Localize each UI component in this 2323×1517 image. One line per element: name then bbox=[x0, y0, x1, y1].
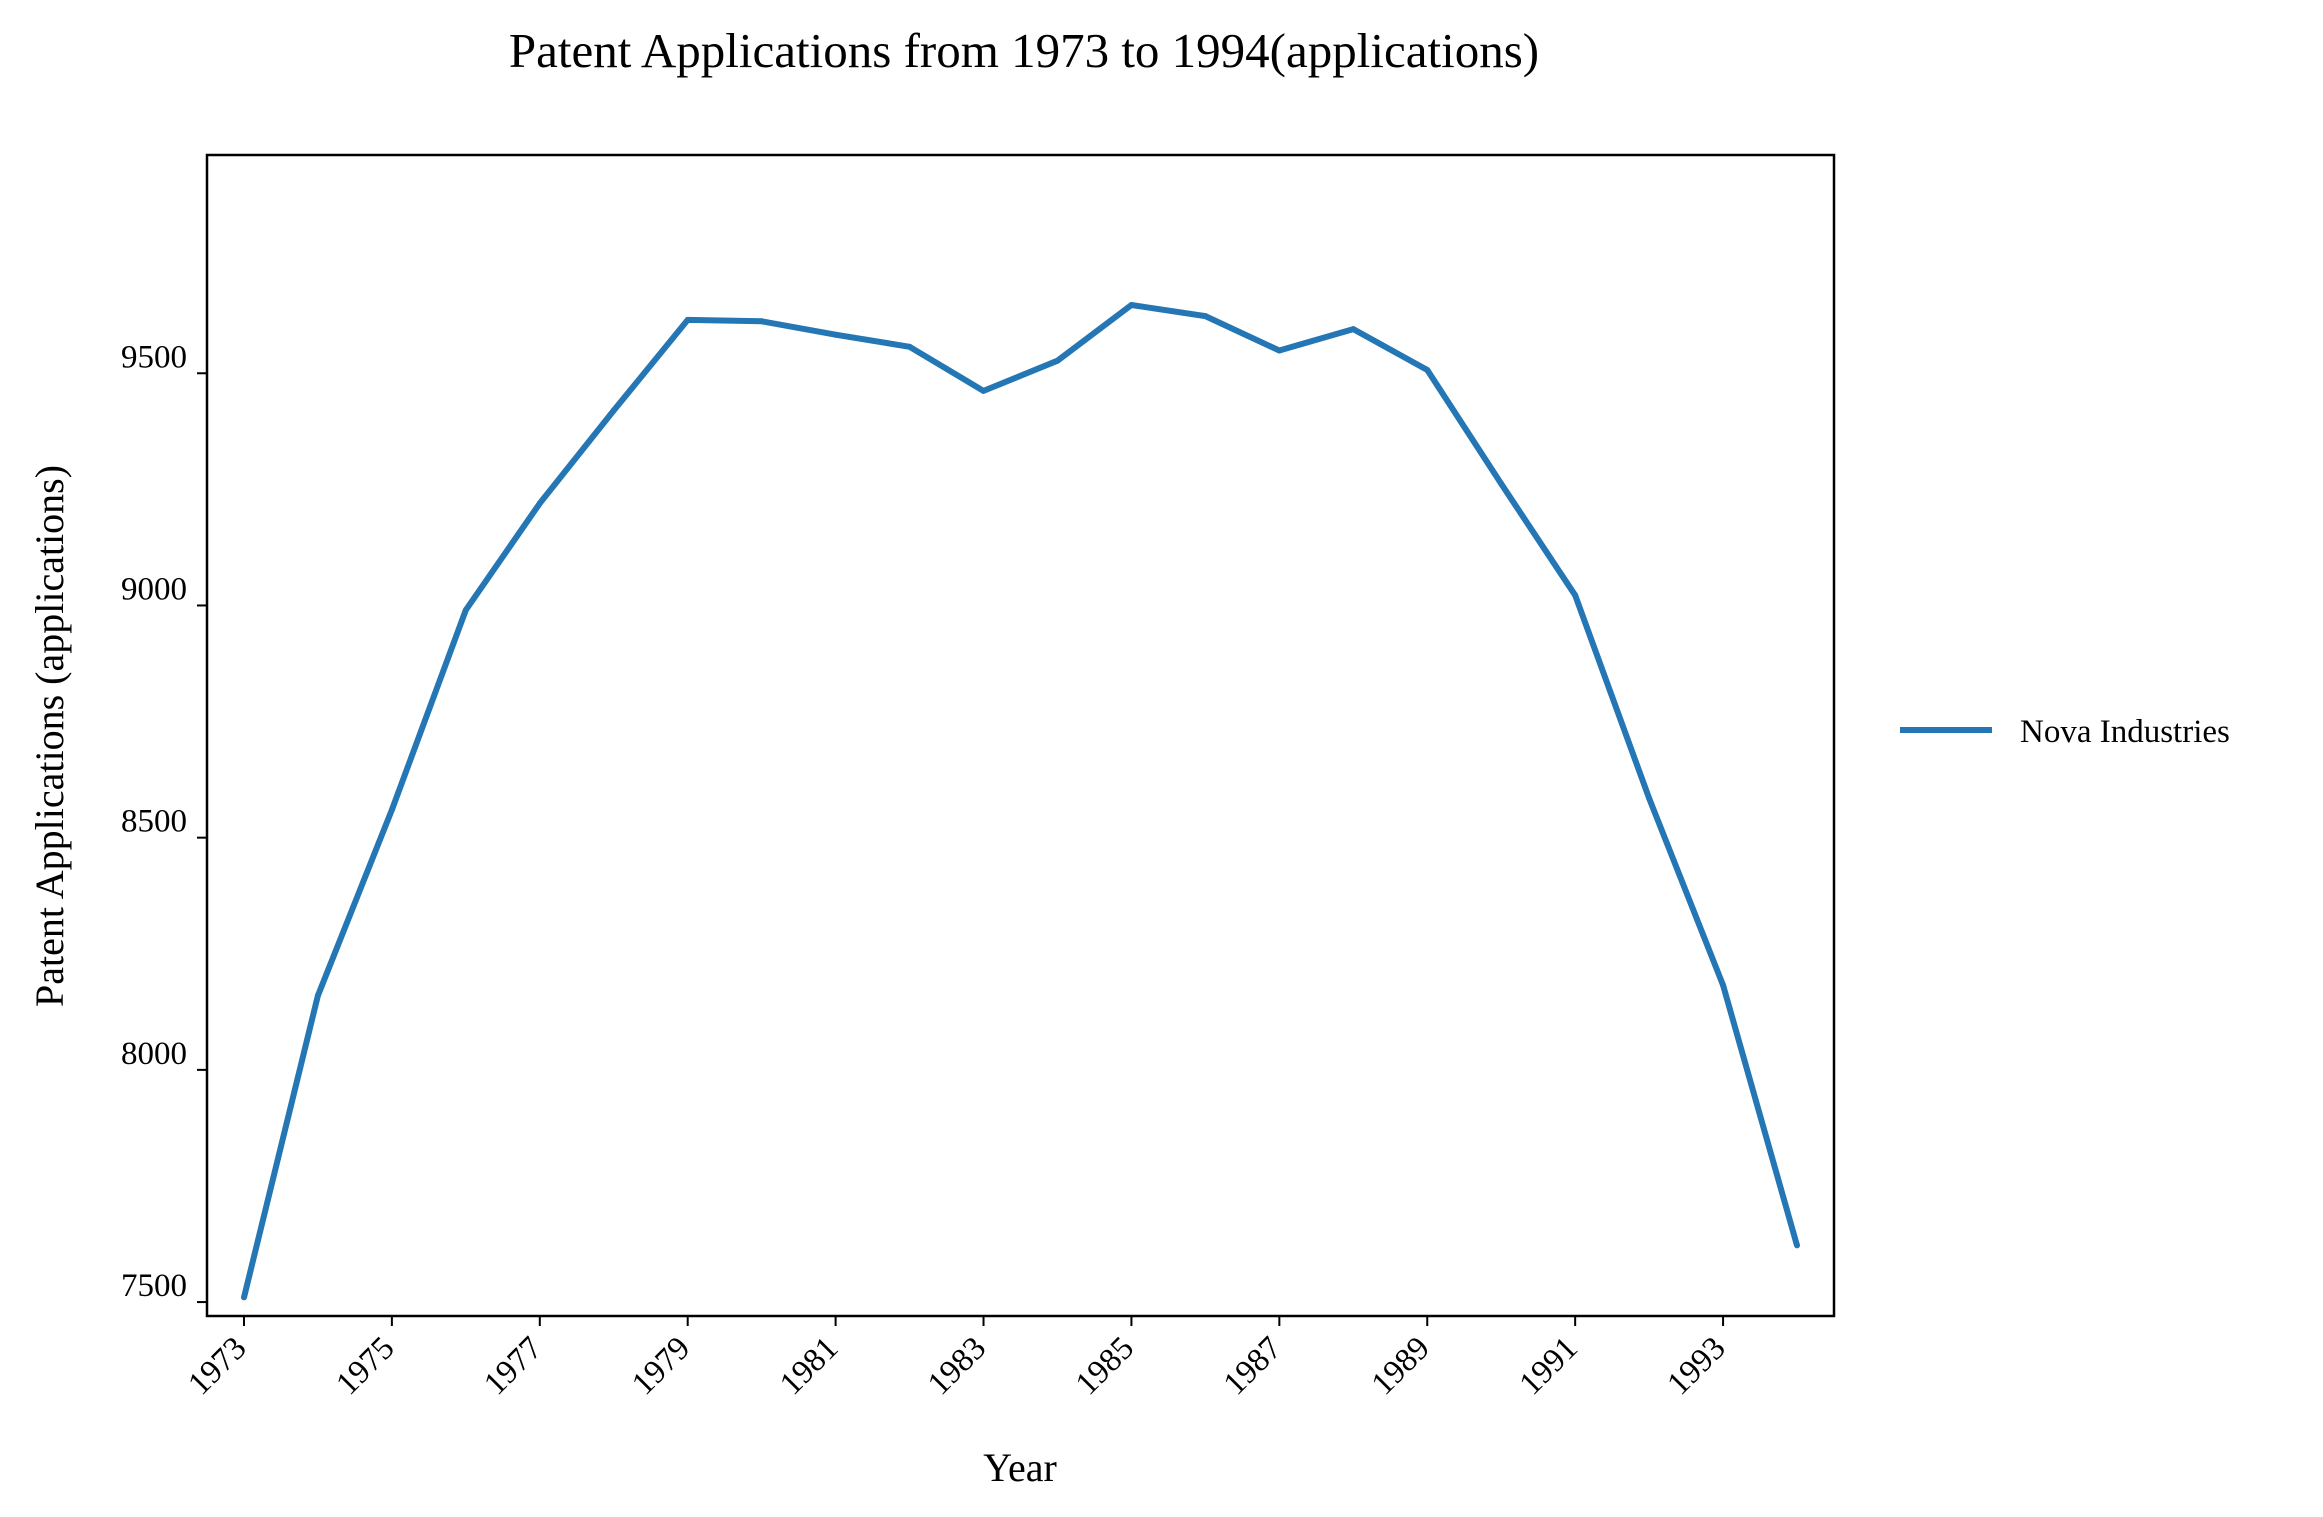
data-point bbox=[832, 331, 839, 338]
chart-title: Patent Applications from 1973 to 1994(ap… bbox=[509, 23, 1539, 78]
y-tick-label: 9000 bbox=[121, 571, 187, 607]
x-tick-label: 1977 bbox=[477, 1330, 549, 1402]
x-axis-label: Year bbox=[983, 1445, 1057, 1490]
data-point bbox=[1498, 480, 1505, 487]
data-point bbox=[906, 343, 913, 350]
y-axis-label: Patent Applications (applications) bbox=[27, 465, 72, 1007]
data-point bbox=[462, 607, 469, 614]
data-point bbox=[610, 407, 617, 414]
x-tick-label: 1979 bbox=[625, 1330, 697, 1402]
legend-label-nova-industries: Nova Industries bbox=[2020, 714, 2230, 750]
x-tick-label: 1991 bbox=[1513, 1330, 1585, 1402]
x-tick-label: 1975 bbox=[329, 1330, 401, 1402]
series-line-nova-industries bbox=[241, 302, 1800, 1299]
plot-area-frame bbox=[205, 153, 1836, 1318]
x-tick-label: 1983 bbox=[921, 1330, 993, 1402]
data-point bbox=[1572, 592, 1579, 599]
data-point bbox=[1054, 357, 1061, 364]
y-axis: 7500 8000 8500 9000 9500 bbox=[121, 339, 207, 1304]
data-point bbox=[980, 387, 987, 394]
x-tick-label: 1985 bbox=[1069, 1330, 1141, 1402]
data-point bbox=[388, 806, 395, 813]
data-point bbox=[1128, 302, 1135, 309]
data-point bbox=[1646, 795, 1653, 802]
y-tick-label: 7500 bbox=[121, 1268, 187, 1304]
data-point bbox=[240, 1294, 247, 1301]
x-axis: 1973 1975 1977 1979 1981 1983 1985 1987 1989 1991… bbox=[182, 1316, 1733, 1402]
data-point bbox=[758, 318, 765, 325]
data-point bbox=[1202, 313, 1209, 320]
data-point bbox=[684, 316, 691, 323]
x-tick-label: 1993 bbox=[1661, 1330, 1733, 1402]
data-point bbox=[536, 500, 543, 507]
y-tick-label: 8500 bbox=[121, 804, 187, 840]
x-tick-label: 1973 bbox=[182, 1330, 254, 1402]
x-tick-label: 1989 bbox=[1365, 1330, 1437, 1402]
data-point bbox=[1424, 367, 1431, 374]
y-tick-label: 8000 bbox=[121, 1036, 187, 1072]
y-tick-label: 9500 bbox=[121, 339, 187, 375]
series-layer bbox=[240, 302, 1801, 1301]
data-point bbox=[1794, 1242, 1801, 1249]
data-point bbox=[1350, 326, 1357, 333]
data-point bbox=[1720, 982, 1727, 989]
legend: Nova Industries bbox=[1900, 714, 2230, 750]
x-tick-label: 1981 bbox=[773, 1330, 845, 1402]
x-tick-label: 1987 bbox=[1217, 1330, 1289, 1402]
data-point bbox=[1276, 347, 1283, 354]
data-point bbox=[314, 992, 321, 999]
